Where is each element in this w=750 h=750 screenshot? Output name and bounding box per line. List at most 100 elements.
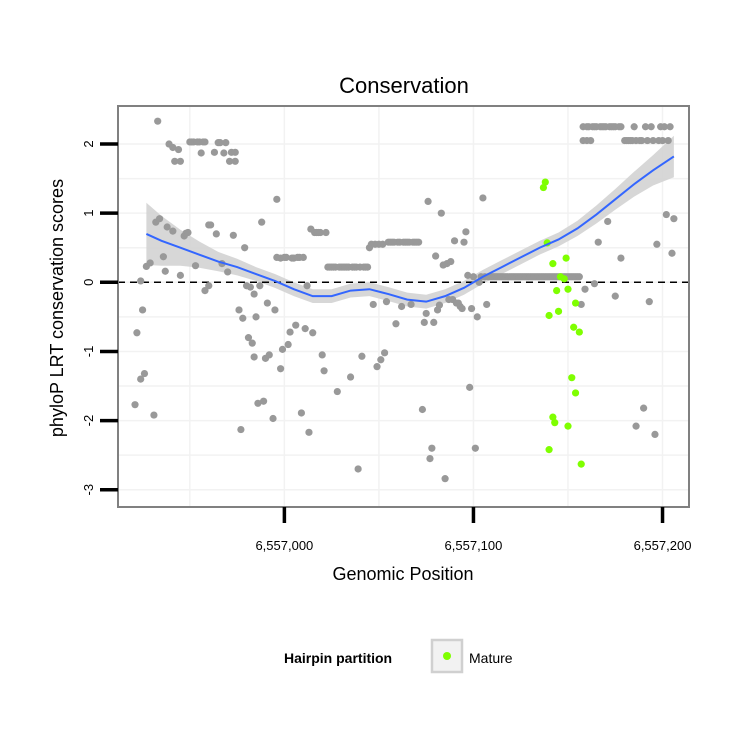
data-point (430, 318, 438, 327)
y-tick-label: 2 (81, 140, 96, 147)
data-point (259, 397, 268, 405)
data-point (286, 328, 294, 336)
mature-point (577, 460, 585, 468)
data-point (428, 444, 436, 452)
data-point (447, 257, 455, 266)
data-point (269, 414, 277, 423)
mature-point (568, 374, 576, 382)
data-point (645, 298, 653, 306)
data-point (458, 304, 466, 313)
x-tick-label: 6,557,200 (634, 538, 692, 553)
data-point (225, 157, 234, 165)
data-point (611, 292, 619, 300)
data-point (322, 228, 330, 237)
data-point (392, 320, 400, 328)
data-point (649, 136, 657, 145)
data-point (379, 240, 387, 248)
data-point (246, 283, 254, 291)
data-point (258, 218, 266, 226)
data-point (318, 351, 326, 359)
data-point (150, 411, 158, 419)
data-point (643, 136, 652, 145)
data-point (632, 422, 640, 430)
y-tick-label: -3 (81, 484, 96, 496)
data-point (316, 228, 324, 237)
data-point (169, 143, 177, 152)
data-point (575, 273, 583, 281)
data-point (662, 210, 670, 219)
x-axis-label: Genomic Position (332, 564, 473, 584)
y-tick-label: 0 (81, 279, 96, 286)
legend-mature-dot (443, 652, 451, 660)
mature-point (564, 422, 572, 430)
data-point (216, 139, 224, 147)
data-point (220, 149, 228, 157)
data-point (581, 285, 589, 293)
data-point (174, 145, 183, 154)
data-point (155, 215, 164, 223)
data-point (653, 240, 661, 248)
mature-point (549, 260, 557, 268)
data-point (210, 148, 219, 156)
data-point (437, 209, 445, 217)
data-point (284, 340, 292, 349)
data-point (630, 123, 638, 131)
data-points (131, 117, 678, 483)
data-point (250, 353, 258, 361)
data-point (577, 300, 585, 309)
data-point (231, 148, 239, 156)
data-point (640, 404, 648, 412)
data-point (137, 277, 145, 285)
data-point (292, 321, 300, 329)
data-point (638, 136, 646, 145)
data-point (171, 157, 179, 165)
data-point (297, 409, 306, 417)
data-point (422, 309, 430, 318)
data-point (346, 373, 355, 381)
data-point (239, 314, 247, 322)
data-point (473, 313, 481, 321)
data-point (191, 262, 200, 270)
data-point (670, 215, 678, 223)
data-point (358, 352, 366, 360)
data-point (418, 405, 427, 414)
x-tick-label: 6,557,100 (445, 538, 503, 553)
legend-title: Hairpin partition (284, 650, 392, 666)
data-point (252, 313, 260, 321)
data-point (197, 149, 205, 157)
data-point (464, 271, 472, 279)
data-point (420, 318, 428, 327)
mature-point (549, 413, 557, 421)
smooth-trend-line (145, 155, 675, 303)
data-point (426, 455, 434, 463)
mature-point (575, 328, 583, 336)
mature-point (564, 285, 572, 293)
data-point (248, 339, 256, 347)
mature-point (571, 299, 580, 307)
mature-point (562, 254, 570, 262)
data-point (176, 157, 184, 165)
data-point (479, 194, 487, 202)
data-point (305, 428, 313, 436)
mature-point (553, 286, 561, 295)
data-point (369, 300, 377, 309)
data-point (201, 138, 209, 146)
data-point (301, 325, 309, 333)
legend-entry-mature: Mature (469, 650, 513, 666)
data-point (407, 300, 415, 309)
data-point (380, 349, 389, 357)
data-point (660, 123, 669, 131)
data-point (133, 329, 141, 337)
data-point (320, 367, 328, 375)
data-point (354, 465, 362, 473)
data-point (263, 299, 271, 307)
data-point (207, 221, 215, 229)
mature-point (545, 446, 553, 454)
data-point (235, 306, 243, 314)
mature-point (539, 183, 548, 192)
data-point (137, 375, 145, 383)
data-point (466, 383, 474, 391)
x-axis: 6,557,000 6,557,100 6,557,200 (255, 507, 691, 553)
data-point (647, 123, 655, 131)
data-point (237, 425, 245, 434)
